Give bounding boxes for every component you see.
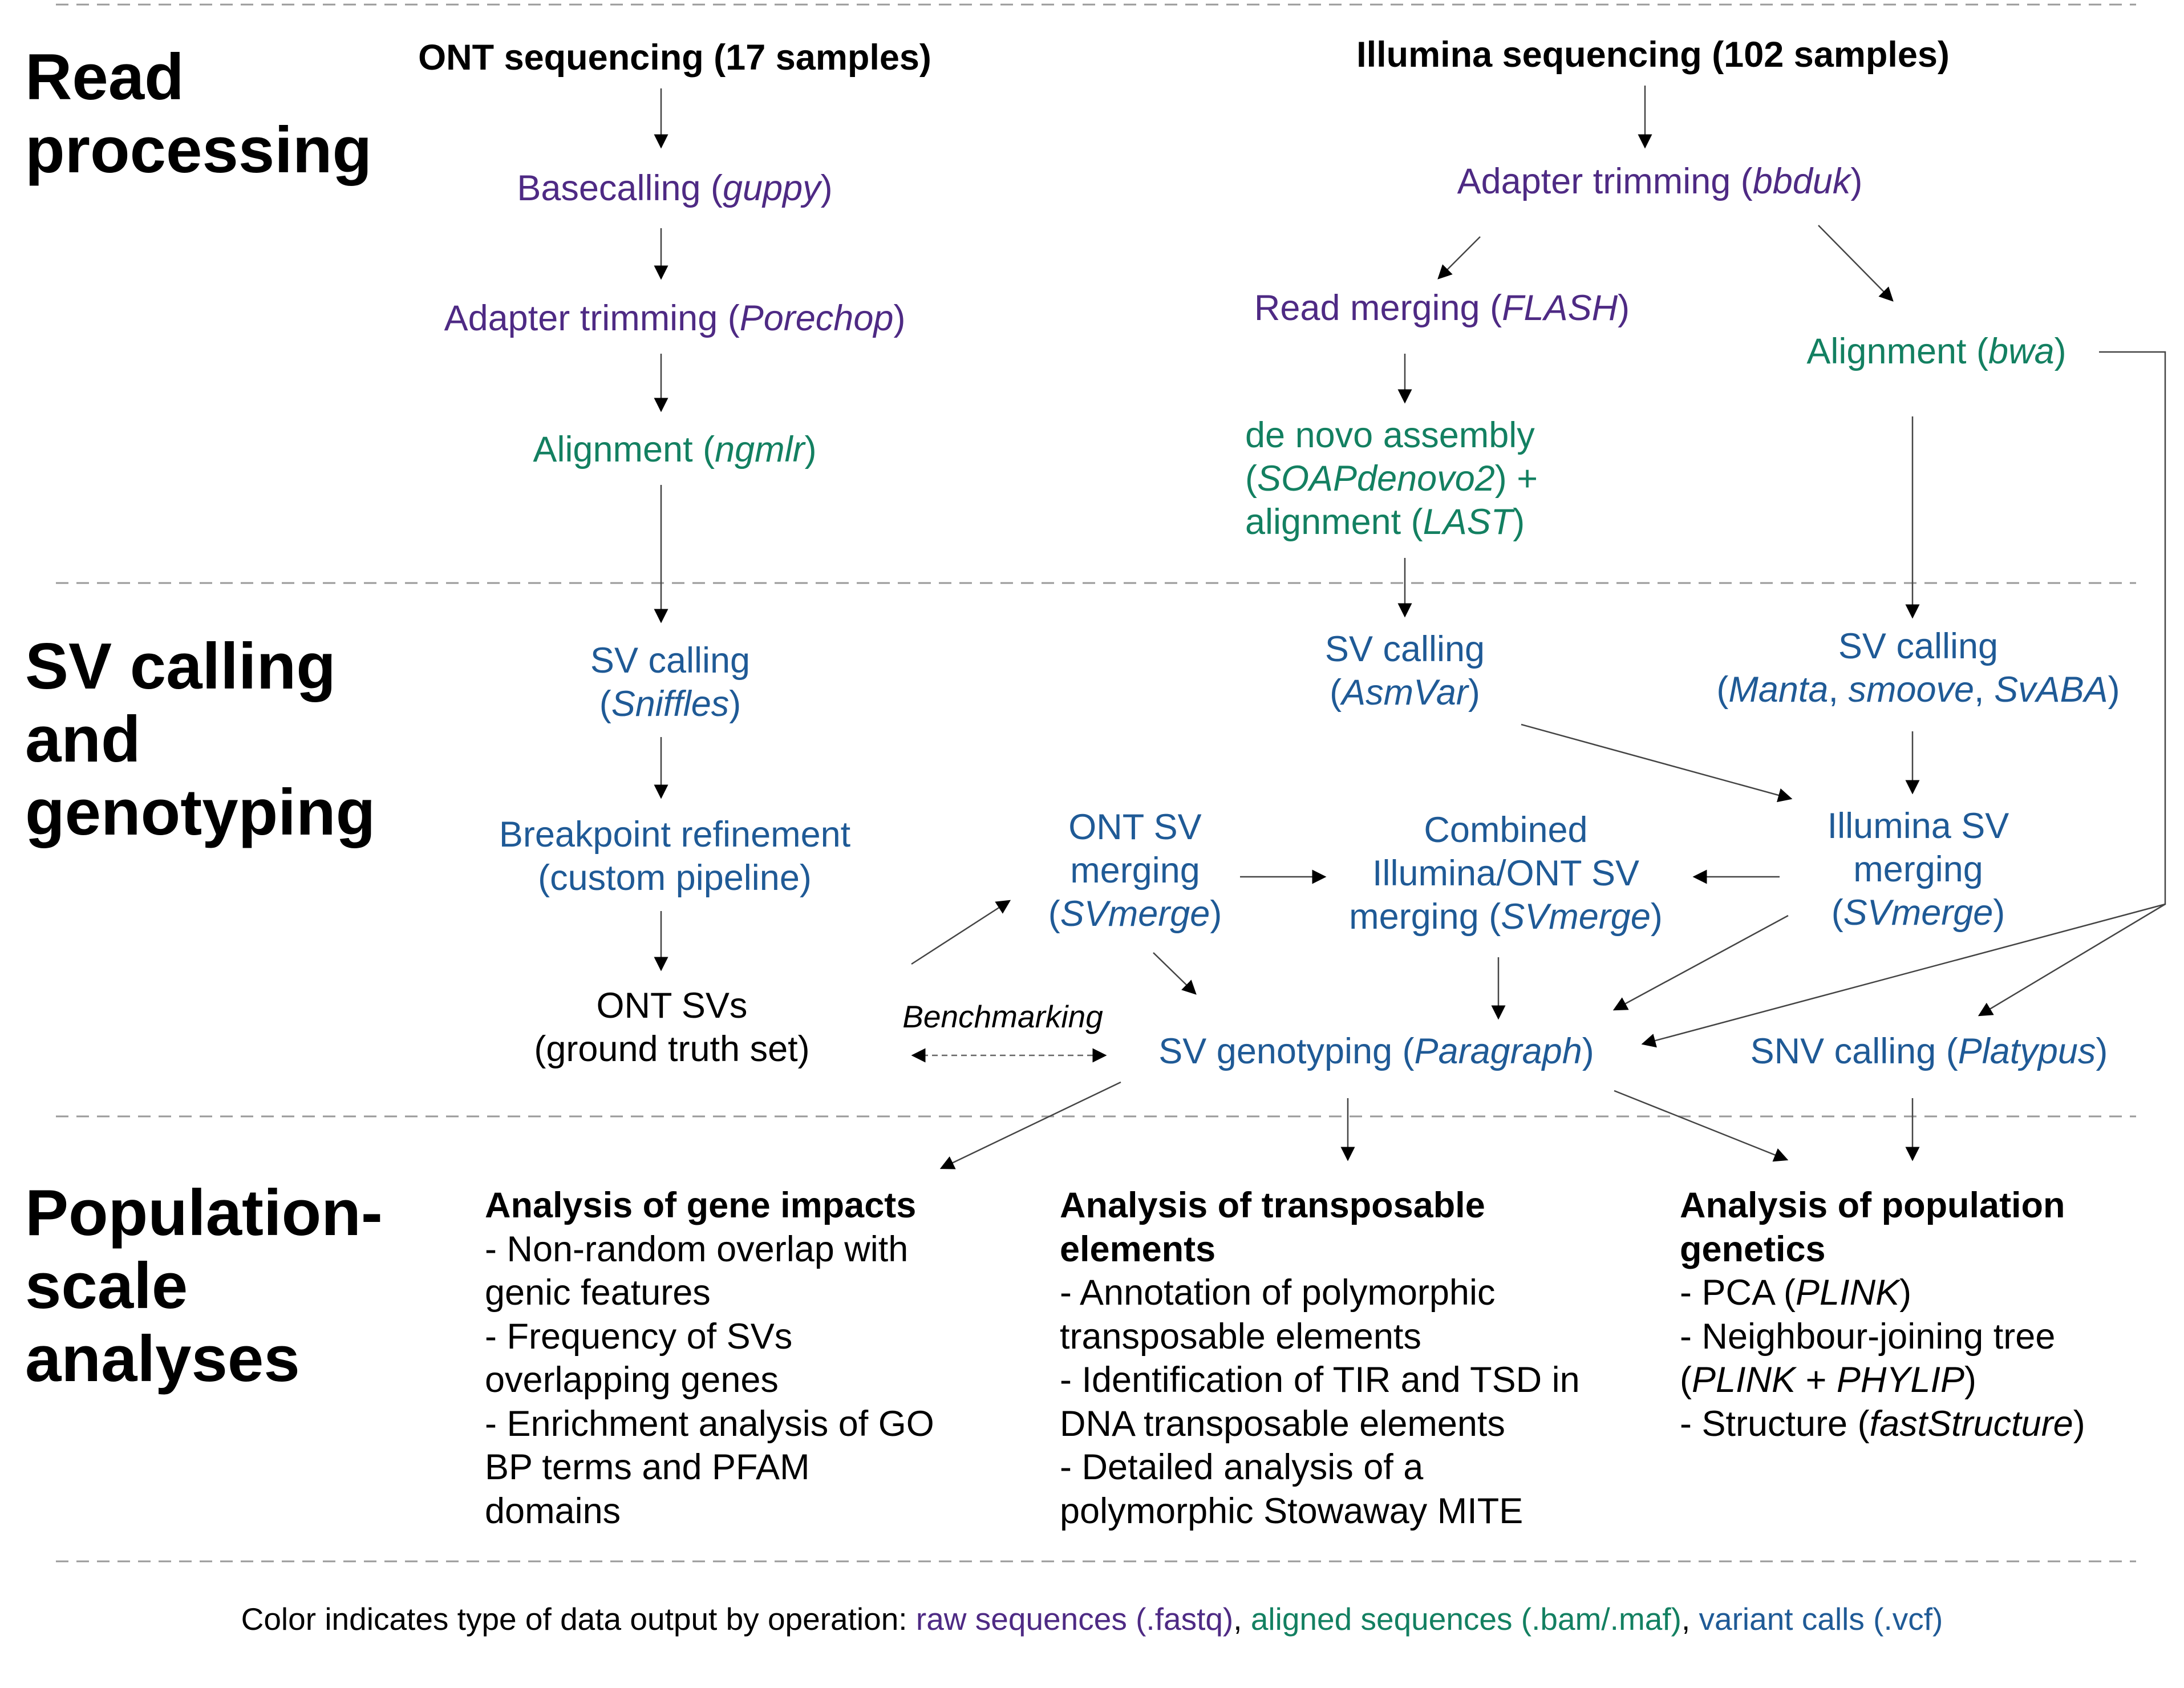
- legend-variant: variant calls (.vcf): [1699, 1601, 1943, 1637]
- arrow-bwa-snv: [1978, 903, 2166, 1017]
- analysis-popgen-title: Analysis of population: [1680, 1185, 2065, 1225]
- arrow-trim-bwa: [1818, 225, 1894, 302]
- header-illumina: Illumina sequencing (102 samples): [1356, 35, 1950, 75]
- analysis-gene-impacts: Analysis of gene impacts - Non-random ov…: [485, 1184, 934, 1533]
- legend-raw: raw sequences (.fastq): [915, 1601, 1234, 1637]
- node-illumina-adapter-trimming: Adapter trimming (bbduk): [1457, 161, 1863, 201]
- node-combined-sv-merging: Combined Illumina/ONT SV merging (SVmerg…: [1349, 810, 1663, 937]
- node-sv-calling-asmvar: SV calling (AsmVar): [1324, 629, 1485, 713]
- tool-bwa: bwa: [1988, 331, 2055, 371]
- color-legend: Color indicates type of data output by o…: [241, 1601, 1943, 1637]
- tool-asmvar: AsmVar: [1342, 673, 1468, 713]
- node-bwa-alignment: Alignment (bwa): [1806, 331, 2067, 371]
- arrow-genotyping-popgen: [1614, 1090, 1789, 1162]
- tool-soapdenovo2: SOAPdenovo2: [1257, 459, 1495, 499]
- node-denovo-assembly: de novo assembly (SOAPdenovo2) + alignme…: [1245, 415, 1538, 542]
- tool-bbduk: bbduk: [1752, 161, 1851, 201]
- tool-guppy: guppy: [723, 168, 821, 208]
- flow-arrows: [654, 86, 2166, 1169]
- arrow-illmerge-genotyping: [1612, 914, 1789, 1011]
- section-population: Population- scale analyses: [25, 1177, 383, 1395]
- tool-sniffles: Sniffles: [611, 684, 730, 724]
- section-read-processing: Read processing: [25, 41, 372, 187]
- analysis-population-genetics: Analysis of population genetics - PCA (P…: [1680, 1184, 2085, 1446]
- arrow-trim-merge: [1437, 236, 1481, 280]
- tool-last: LAST: [1423, 502, 1513, 542]
- tool-smoove: smoove: [1848, 670, 1975, 710]
- analysis-transposable-elements: Analysis of transposable elements - Anno…: [1060, 1184, 1580, 1533]
- tool-ngmlr: ngmlr: [715, 430, 805, 469]
- node-sv-calling-illumina: SV calling (Manta, smoove, SvABA): [1716, 626, 2120, 710]
- node-ont-sv-merging: ONT SV merging (SVmerge): [1048, 807, 1222, 934]
- section-sv-calling: SV calling and genotyping: [25, 630, 376, 849]
- legend-aligned: aligned sequences (.bam/.maf): [1250, 1601, 1681, 1637]
- header-ont: ONT sequencing (17 samples): [418, 38, 931, 78]
- analysis-gene-title: Analysis of gene impacts: [485, 1185, 917, 1225]
- tool-platypus: Platypus: [1958, 1031, 2096, 1071]
- node-ont-adapter-trimming: Adapter trimming (Porechop): [444, 298, 906, 338]
- tool-svmerge-combined: SVmerge: [1501, 897, 1651, 937]
- arrow-ontmerge-genotyping: [1153, 952, 1197, 995]
- node-breakpoint-refinement: Breakpoint refinement (custom pipeline): [499, 815, 851, 898]
- node-illumina-sv-merging: Illumina SV merging (SVmerge): [1827, 806, 2009, 933]
- arrow-ontsvs-ontmerge: [911, 900, 1011, 965]
- tool-paragraph: Paragraph: [1414, 1031, 1582, 1071]
- tool-svaba: SvABA: [1994, 670, 2108, 710]
- tool-flash: FLASH: [1502, 288, 1618, 328]
- tool-svmerge-illumina: SVmerge: [1843, 893, 1993, 933]
- node-basecalling: Basecalling (guppy): [517, 168, 833, 208]
- node-sv-genotyping: SV genotyping (Paragraph): [1158, 1031, 1594, 1071]
- node-snv-calling: SNV calling (Platypus): [1750, 1031, 2108, 1071]
- tool-manta: Manta: [1728, 670, 1829, 710]
- tool-svmerge-ont: SVmerge: [1060, 894, 1210, 934]
- analysis-te-title: Analysis of transposable: [1060, 1185, 1485, 1225]
- arrow-bwa-genotyping: [1641, 351, 2166, 1048]
- node-sv-calling-sniffles: SV calling (Sniffles): [590, 641, 751, 724]
- tool-porechop: Porechop: [739, 298, 894, 338]
- node-read-merging: Read merging (FLASH): [1254, 288, 1630, 328]
- arrow-genotyping-gene: [939, 1081, 1121, 1169]
- benchmarking-label: Benchmarking: [902, 999, 1103, 1034]
- node-ont-svs: ONT SVs (ground truth set): [534, 986, 810, 1069]
- arrow-asmvar-illmerge: [1521, 723, 1793, 803]
- node-ont-alignment: Alignment (ngmlr): [533, 430, 817, 469]
- section-dividers: [56, 3, 2136, 1562]
